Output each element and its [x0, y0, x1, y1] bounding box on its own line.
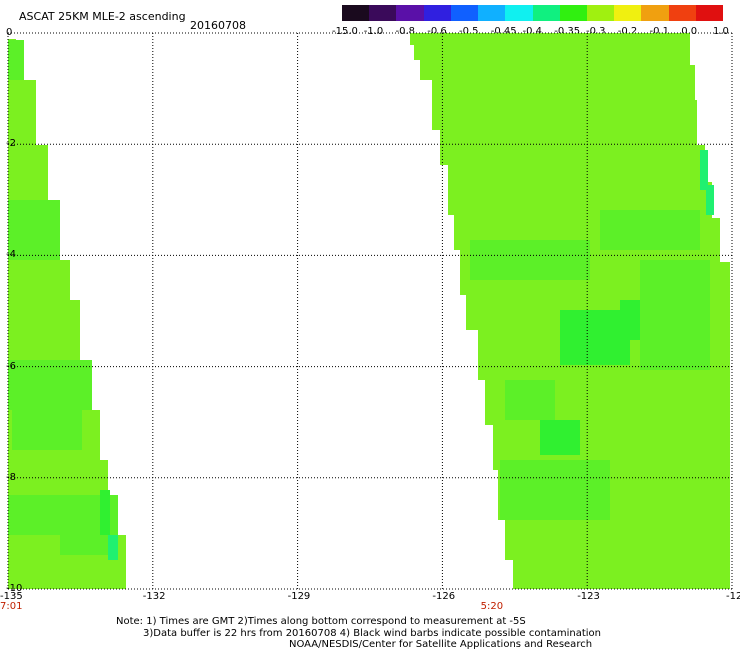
colorbar-segment [586, 5, 615, 21]
swath-cell [8, 460, 108, 495]
colorbar-label: -0.1 [649, 26, 670, 37]
x-tick-label: -120 [726, 591, 740, 602]
swath-cell [8, 560, 126, 589]
swath-cell [8, 200, 60, 260]
colorbar-segment [505, 5, 533, 21]
colorbar [342, 5, 724, 21]
swath-cell [8, 39, 16, 40]
colorbar-label: 0.0 [681, 26, 698, 37]
note-line-2: 3)Data buffer is 22 hrs from 20160708 4)… [143, 628, 601, 639]
colorbar-label: -1.0 [363, 26, 384, 37]
swath-patch [600, 210, 700, 250]
time-label: 7:01 [0, 601, 23, 612]
x-tick-label: -132 [142, 591, 166, 602]
y-tick-label: -4 [6, 249, 16, 261]
colorbar-segment [695, 5, 724, 21]
y-tick-label: -10 [6, 583, 23, 594]
colorbar-label: -0.3 [586, 26, 606, 37]
colorbar-label: -0.5 [459, 26, 479, 37]
y-tick-label: -6 [6, 360, 16, 372]
swath-patch [100, 490, 110, 535]
colorbar-segment [641, 5, 670, 21]
colorbar-label: -0.45 [490, 26, 517, 37]
colorbar-segment [396, 5, 425, 21]
colorbar-label: -0.8 [395, 26, 416, 37]
y-tick-label: -2 [6, 138, 16, 150]
colorbar-segment [369, 5, 397, 21]
colorbar-segment [668, 5, 697, 21]
swath-patch [700, 150, 708, 190]
swath-patch [540, 420, 580, 455]
colorbar-label: -0.6 [427, 26, 447, 37]
swath-patch [470, 240, 590, 280]
left-swath [8, 39, 126, 589]
x-tick-label: -135 [0, 591, 23, 602]
swath-patch [505, 380, 555, 420]
colorbar-segment [342, 5, 370, 21]
header-title: ASCAT 25KM MLE-2 ascending [19, 10, 186, 23]
swath-cell [8, 145, 48, 200]
colorbar-labels: -15.0 -1.0 -0.8 -0.6 -0.5 -0.45 -0.4 -0.35 -0.3-… [330, 27, 740, 39]
colorbar-segment [478, 5, 506, 21]
colorbar-segment [614, 5, 642, 21]
header-date: 20160708 [190, 19, 246, 32]
right-swath [410, 33, 730, 589]
swath-patch [560, 310, 630, 365]
colorbar-segment [532, 5, 561, 21]
note-line-1: Note: 1) Times are GMT 2)Times along bot… [116, 616, 526, 627]
colorbar-label: 1.0 [713, 26, 729, 37]
swath-cell [8, 40, 24, 80]
x-tick-label: -123 [577, 591, 600, 602]
swath-patch [640, 260, 710, 370]
note-line-3: NOAA/NESDIS/Center for Satellite Applica… [289, 639, 593, 650]
grid-lines [7, 32, 733, 590]
x-tick-label: -129 [287, 591, 311, 602]
time-label: 5:20 [480, 601, 504, 612]
y-tick-label: -8 [6, 471, 16, 483]
colorbar-segment [450, 5, 479, 21]
colorbar-label: -15.0 [332, 26, 358, 37]
swath-cell [8, 300, 80, 360]
x-tick-label: -126 [432, 591, 456, 602]
colorbar-segment [423, 5, 452, 21]
swath-patch [706, 185, 714, 215]
swath-patch [108, 535, 118, 560]
colorbar-label: -0.35 [554, 26, 581, 37]
swath-cell [8, 80, 36, 145]
y-tick-label: 0 [6, 27, 13, 38]
swath-cell [8, 260, 70, 300]
colorbar-label: -0.4 [522, 26, 543, 37]
swath-patch [500, 460, 610, 520]
swath-cell [8, 360, 92, 410]
swath-patch [12, 410, 82, 450]
colorbar-segment [559, 5, 588, 21]
colorbar-label: -0.2 [617, 26, 638, 37]
